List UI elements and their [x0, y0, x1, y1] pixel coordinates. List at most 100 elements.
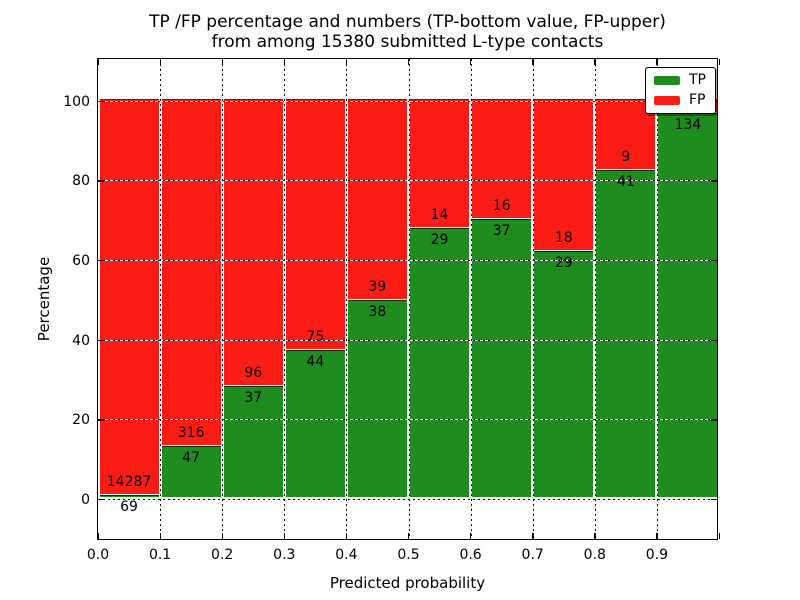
y-tick-mark	[98, 100, 104, 102]
x-tick-label: 0.8	[583, 547, 606, 563]
x-tick-mark	[345, 533, 348, 539]
bar-label-tp: 47	[182, 449, 201, 466]
bar-label-tp: 29	[430, 232, 449, 249]
x-tick-label: 0.7	[521, 547, 544, 563]
x-tick-mark	[159, 533, 161, 539]
x-tick-mark	[594, 59, 596, 65]
legend-label: FP	[689, 92, 706, 108]
y-tick-mark	[98, 339, 104, 341]
bar-segment-tp	[596, 170, 656, 497]
y-tick-label: 20	[72, 412, 90, 429]
x-tick-mark	[221, 533, 224, 539]
gridline-horizontal	[98, 100, 717, 102]
gridline-vertical	[222, 59, 224, 539]
y-tick-mark	[98, 419, 104, 421]
bar-segment-fp	[347, 98, 407, 300]
bar-segment-fp	[534, 98, 594, 251]
x-tick-label: 0.4	[335, 547, 358, 563]
bar-label-fp: 96	[244, 365, 263, 382]
bar-label-fp: 75	[306, 328, 325, 345]
legend-item-fp: FP	[654, 93, 706, 108]
x-tick-mark	[718, 533, 720, 539]
bar-label-tp: 41	[616, 174, 635, 191]
x-tick-mark	[718, 59, 720, 65]
chart-title-line2: from among 15380 submitted L-type contac…	[211, 32, 604, 52]
gridline-vertical	[408, 59, 410, 539]
bar-segment-tp	[534, 251, 594, 497]
x-tick-mark	[283, 59, 286, 65]
bar-label-fp: 14287	[106, 474, 152, 491]
y-tick-mark	[711, 259, 717, 262]
x-tick-mark	[470, 59, 472, 65]
legend-swatch-tp	[654, 76, 680, 85]
chart-title: TP /FP percentage and numbers (TP-bottom…	[97, 12, 718, 52]
y-tick-label: 0	[81, 492, 90, 508]
x-tick-mark	[594, 533, 596, 539]
x-tick-mark	[532, 533, 534, 539]
gridline-horizontal	[98, 499, 717, 500]
y-tick-label: 40	[72, 332, 90, 349]
bar-label-tp: 37	[244, 390, 263, 407]
gridline-horizontal	[98, 180, 717, 182]
x-tick-mark	[408, 533, 410, 539]
y-tick-mark	[711, 180, 717, 182]
y-tick-label: 80	[72, 173, 90, 190]
x-tick-label: 0.9	[645, 547, 669, 563]
bar-label-fp: 14	[430, 207, 449, 224]
bar-label-tp: 134	[674, 116, 702, 133]
bar-label-fp: 39	[368, 279, 387, 296]
bar-segment-fp	[472, 98, 532, 218]
y-tick-mark	[711, 499, 717, 501]
y-tick-label: 100	[63, 93, 90, 110]
x-tick-mark	[532, 59, 534, 65]
bar-label-tp: 38	[368, 304, 387, 321]
gridline-vertical	[160, 59, 162, 539]
gridline-vertical	[346, 59, 348, 539]
bar-segment-tp	[410, 228, 470, 497]
bar-segment-fp	[99, 98, 159, 495]
x-tick-mark	[221, 59, 224, 65]
x-tick-mark	[159, 59, 161, 65]
bar-segment-fp	[285, 98, 345, 349]
bar-segment-tp	[658, 112, 718, 497]
x-tick-mark	[656, 533, 658, 539]
gridline-horizontal	[98, 259, 717, 261]
x-tick-label: 0.3	[273, 547, 296, 563]
bar-label-fp: 316	[177, 424, 205, 441]
gridline-vertical	[656, 59, 658, 539]
bar-label-fp: 18	[554, 230, 573, 247]
y-axis-label: Percentage	[34, 256, 53, 342]
gridline-vertical	[594, 59, 596, 539]
bar-segment-fp	[223, 98, 283, 386]
x-tick-label: 0.6	[459, 547, 482, 563]
legend-label: TP	[689, 72, 706, 88]
bar-segment-fp	[410, 98, 470, 228]
bar-segment-tp	[472, 218, 532, 497]
x-tick-mark	[97, 533, 99, 539]
x-tick-label: 0.5	[397, 547, 420, 563]
bar-label-tp: 29	[554, 255, 573, 272]
x-tick-mark	[408, 59, 410, 65]
y-tick-mark	[98, 499, 104, 501]
bar-segment-tp	[285, 349, 345, 497]
legend-item-tp: TP	[654, 73, 706, 88]
y-tick-mark	[98, 180, 104, 182]
x-tick-label: 0.0	[86, 547, 110, 563]
bar-label-tp: 44	[306, 353, 325, 370]
bar-segment-tp	[347, 300, 407, 497]
x-axis-label: Predicted probability	[329, 574, 486, 592]
x-tick-mark	[283, 533, 286, 539]
x-tick-label: 0.2	[211, 547, 234, 563]
bar-label-tp: 37	[492, 222, 511, 239]
bar-segment-fp	[161, 98, 221, 445]
gridline-vertical	[532, 59, 534, 539]
gridline-vertical	[284, 59, 286, 539]
x-tick-label: 0.1	[148, 547, 172, 563]
y-tick-mark	[711, 419, 717, 421]
legend: TP FP	[645, 67, 716, 114]
y-tick-label: 60	[72, 252, 90, 269]
y-tick-mark	[711, 339, 717, 341]
gridline-horizontal	[98, 339, 717, 341]
x-tick-mark	[97, 59, 99, 65]
